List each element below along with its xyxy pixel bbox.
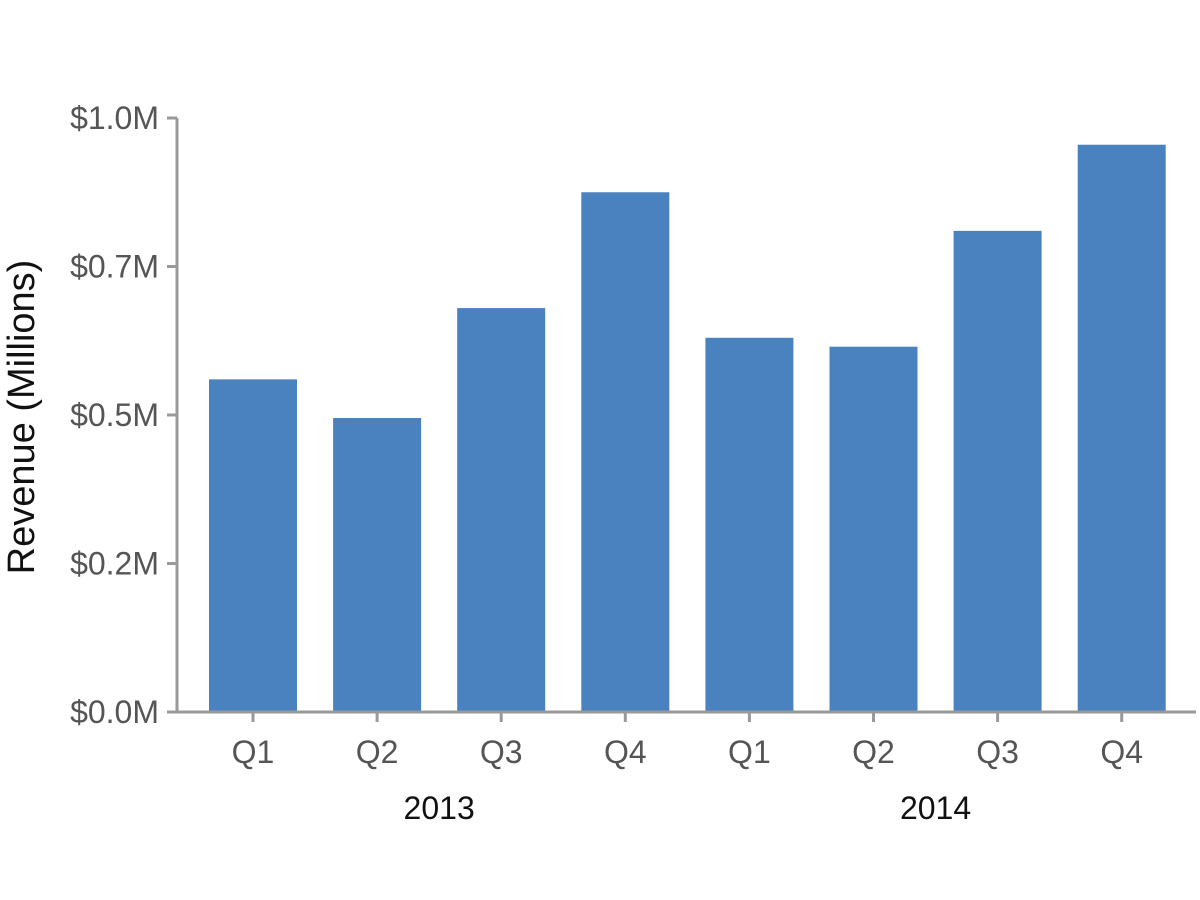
x-tick-layer: Q1 Q2 Q3 Q4 Q1 Q2 Q3 Q4 [232,712,1143,770]
y-tick-label: $0.7M [70,249,159,285]
x-group-label-2014: 2014 [900,790,971,826]
bar-2014-q3 [953,230,1042,713]
bar-2013-q2 [333,417,422,712]
y-tick-label: $0.5M [70,397,159,433]
y-tick-layer: $0.0M $0.2M $0.5M $0.7M $1.0M [70,100,177,730]
y-tick-label: $0.2M [70,546,159,582]
x-tick-label: Q4 [604,734,647,770]
bar-2014-q1 [705,337,794,712]
x-tick-label: Q2 [356,734,399,770]
bars-layer [209,144,1166,713]
group-label-layer: 2013 2014 [404,790,972,826]
x-group-label-2013: 2013 [404,790,475,826]
bar-2014-q4 [1077,144,1166,713]
x-tick-label: Q1 [728,734,771,770]
x-tick-label: Q1 [232,734,275,770]
bar-2013-q1 [209,379,297,712]
x-tick-label: Q3 [480,734,523,770]
bar-2013-q4 [581,192,670,712]
y-axis-title: Revenue (Millions) [1,260,43,575]
x-tick-label: Q4 [1100,734,1143,770]
bar-2014-q2 [829,346,918,712]
bar-2013-q3 [457,308,546,712]
x-tick-label: Q2 [852,734,895,770]
x-tick-label: Q3 [976,734,1019,770]
y-tick-label: $0.0M [70,694,159,730]
axis-layer [175,118,1196,714]
y-tick-label: $1.0M [70,100,159,136]
